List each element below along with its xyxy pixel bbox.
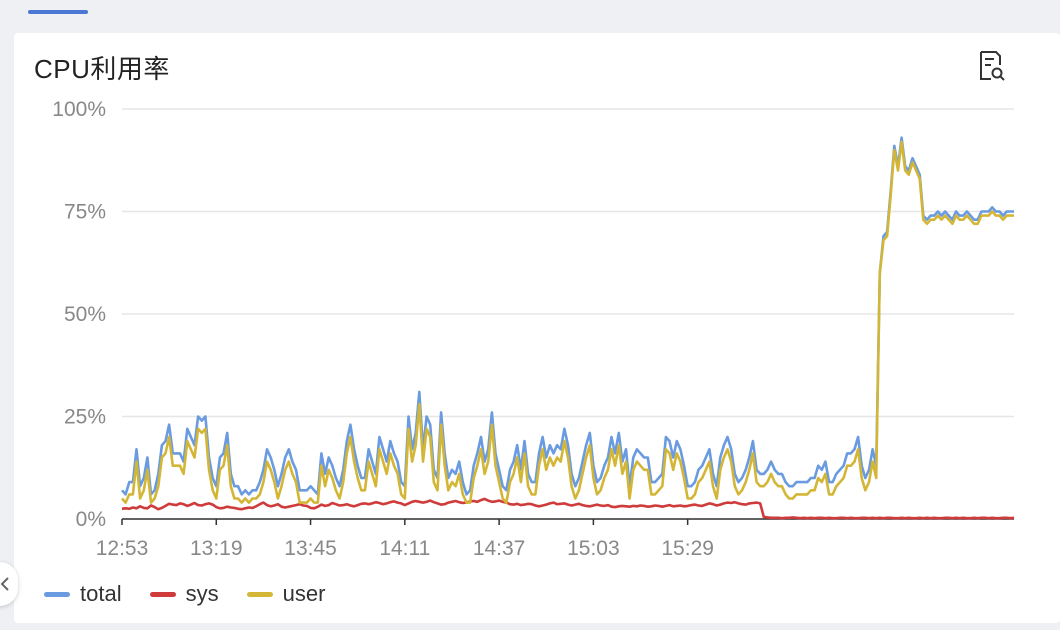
x-tick-label: 15:03 [567,537,620,560]
y-tick-label: 100% [52,98,106,121]
y-tick-label: 75% [64,201,106,224]
x-tick-label: 13:19 [190,537,243,560]
legend-item-sys[interactable]: sys [149,581,219,607]
legend-label-total: total [80,581,122,606]
document-search-icon [980,51,1005,81]
chevron-left-icon [0,577,9,591]
chart-legend: total sys user [44,581,325,607]
cpu-line-chart: 0% 25% 50% 75% 100% 12:53 13:19 13:45 14:11 14:3… [52,98,1015,560]
x-tick-label: 14:37 [473,537,526,560]
legend-item-user[interactable]: user [246,581,326,607]
legend-label-user: user [282,581,326,606]
series-line-sys [121,497,1015,520]
series-line-total [121,136,1014,496]
x-axis: 12:53 13:19 13:45 14:11 14:37 15:03 15:29 [96,518,1014,560]
cpu-usage-panel: CPU利用率 0% 25% 50% 75% 100% 12:53 13:19 13:45 14… [14,33,1060,623]
x-tick-label: 14:11 [379,537,430,560]
legend-item-total[interactable]: total [44,581,122,607]
series-line-user [121,140,1014,504]
legend-swatch-sys [149,591,176,597]
x-tick-label: 13:45 [284,537,337,560]
y-tick-label: 25% [64,406,106,429]
legend-swatch-user [246,591,273,597]
y-axis-ticks: 0% 25% 50% 75% 100% [52,98,106,531]
legend-label-sys: sys [185,581,219,606]
series-lines [121,136,1015,520]
active-tab-indicator [28,10,88,14]
y-tick-label: 50% [64,303,106,326]
panel-title: CPU利用率 [34,54,170,84]
legend-swatch-total [44,591,70,597]
view-detail-button[interactable] [974,49,1008,83]
sidebar-collapse-button[interactable] [0,562,18,606]
x-tick-label: 12:53 [96,537,149,560]
y-tick-label: 0% [76,508,106,531]
x-tick-label: 15:29 [661,537,714,560]
